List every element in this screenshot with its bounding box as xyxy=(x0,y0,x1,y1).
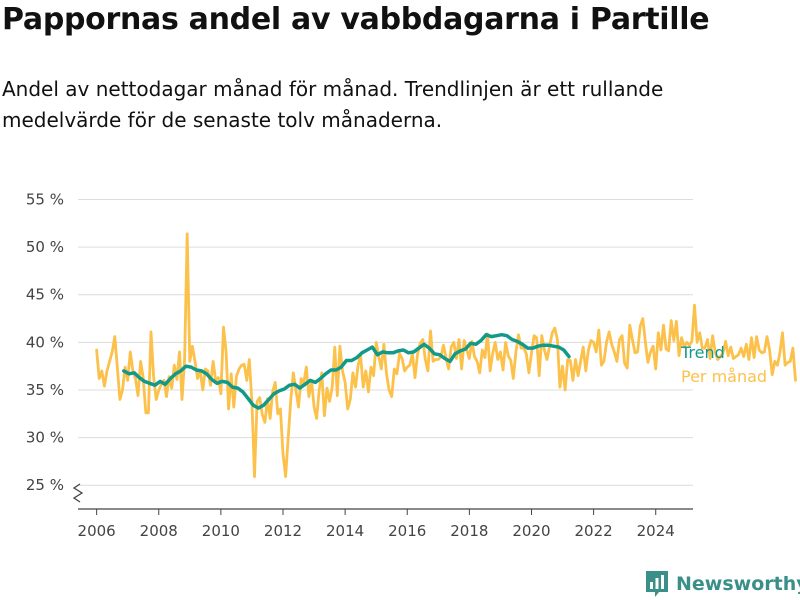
series-lines xyxy=(95,232,797,478)
y-tick-label: 50 % xyxy=(26,238,64,256)
chart-title: Pappornas andel av vabbdagarna i Partill… xyxy=(2,2,710,37)
x-tick-label: 2020 xyxy=(512,522,550,540)
x-tick-label: 2014 xyxy=(326,522,364,540)
y-tick-label: 30 % xyxy=(26,429,64,447)
x-tick-label: 2008 xyxy=(140,522,178,540)
y-tick-label: 40 % xyxy=(26,333,64,351)
x-tick-label: 2016 xyxy=(388,522,426,540)
x-tick-label: 2024 xyxy=(637,522,675,540)
bar-chart-logo-icon xyxy=(646,571,668,597)
axis-break-icon xyxy=(72,483,84,503)
legend-trend: Trend xyxy=(680,343,725,362)
chart-subtitle: Andel av nettodagar månad för månad. Tre… xyxy=(2,77,664,132)
x-tick-label: 2006 xyxy=(78,522,116,540)
y-tick-label: 35 % xyxy=(26,381,64,399)
x-axis: 2006 2008 2010 2012 2014 2016 2018 2020 2022 2024 xyxy=(72,483,693,540)
x-tick-label: 2012 xyxy=(264,522,302,540)
brand-name: Newsworthy xyxy=(676,573,800,595)
trend-line xyxy=(122,332,571,410)
x-tick-label: 2022 xyxy=(575,522,613,540)
y-axis-tick-labels: 25 % 30 % 35 % 40 % 45 % 50 % 55 % xyxy=(26,191,64,495)
y-tick-label: 25 % xyxy=(26,476,64,494)
legend: Trend Per månad xyxy=(680,343,767,386)
x-tick-label: 2018 xyxy=(450,522,488,540)
y-tick-label: 45 % xyxy=(26,286,64,304)
newsworthy-brand: Newsworthy xyxy=(644,568,800,600)
y-tick-label: 55 % xyxy=(26,191,64,209)
legend-per-manad: Per månad xyxy=(681,367,767,386)
x-tick-label: 2010 xyxy=(202,522,240,540)
